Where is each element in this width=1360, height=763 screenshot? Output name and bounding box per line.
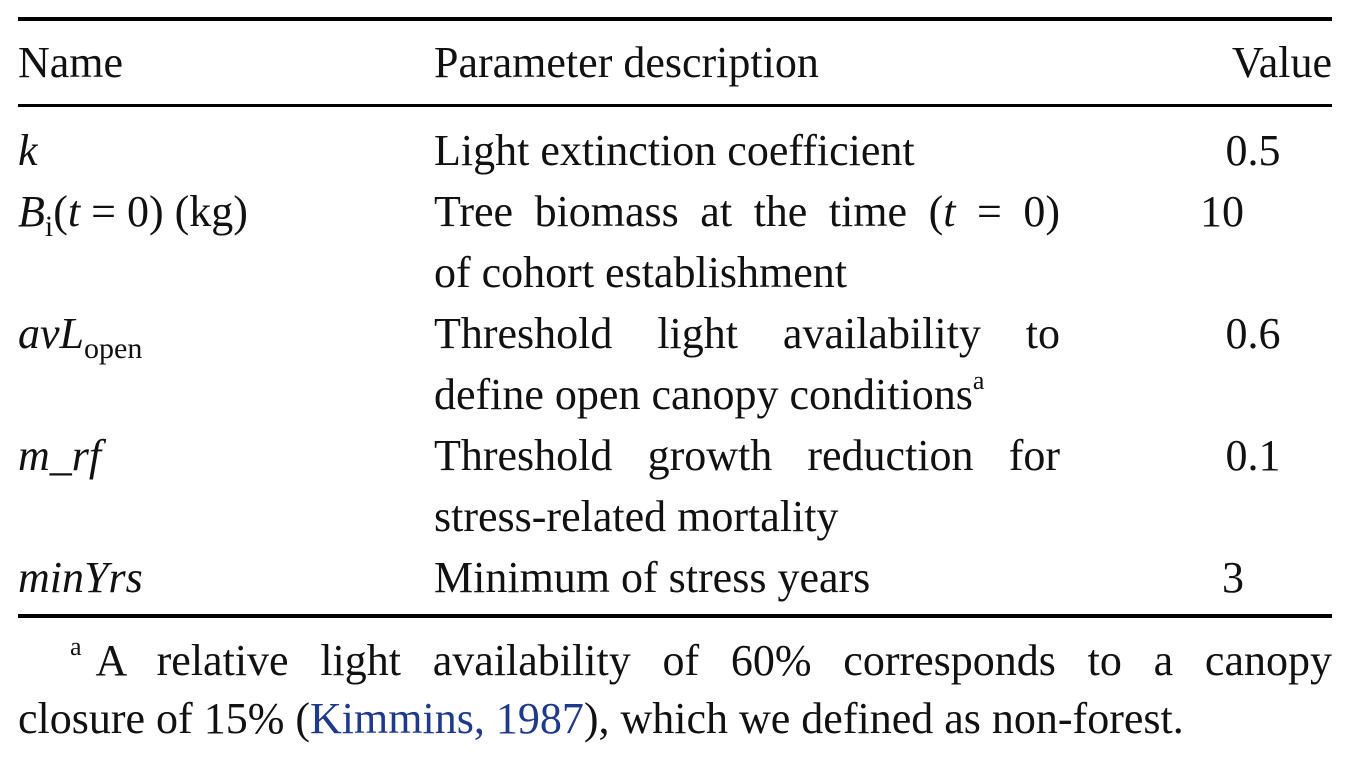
row-growth-reduction-description-line1: Threshold growth reduction for	[434, 431, 1060, 480]
footnote-mark: a	[70, 632, 82, 661]
row-open-light-footnote-mark: a	[972, 366, 985, 395]
row-initial-biomass-description-line1: Tree biomass at the time (t = 0)	[434, 181, 1060, 242]
row-initial-biomass-open-paren: (	[53, 187, 68, 236]
row-initial-biomass-description-text-a: Tree biomass at the time (	[434, 187, 944, 236]
row-k-value: 0.5	[1225, 126, 1281, 175]
row-initial-biomass-description-text-b: = 0)	[955, 187, 1060, 236]
header-name: Name	[18, 38, 124, 87]
citation-link[interactable]: Kimmins, 1987	[310, 694, 584, 743]
footnote-line2-after: ), which we defined as non-forest.	[583, 694, 1184, 743]
footnote-line2-before: closure of 15% (	[18, 694, 311, 743]
row-initial-biomass-description-time-symbol: t	[943, 187, 956, 236]
row-open-light-subscript: open	[84, 332, 143, 365]
table-footnote: a A relative light availability of 60% co…	[18, 632, 1332, 748]
row-open-light-value: 0.6	[1225, 309, 1281, 358]
row-open-light-description-line1: Threshold light availability to	[434, 309, 1060, 358]
row-initial-biomass-name: Bi(t = 0) (kg)	[18, 181, 248, 242]
row-initial-biomass-rest: = 0) (kg)	[80, 187, 248, 236]
table-bottom-rule	[18, 614, 1332, 618]
footnote-line1-text: A relative light availability of 60% cor…	[95, 636, 1332, 685]
row-growth-reduction-name: m_rf	[18, 431, 102, 480]
row-min-years-description: Minimum of stress years	[434, 553, 871, 602]
row-initial-biomass-description: Tree biomass at the time (t = 0) of coho…	[434, 181, 1060, 303]
row-growth-reduction-value: 0.1	[1225, 431, 1281, 480]
row-initial-biomass-symbol: B	[18, 187, 45, 236]
row-k-name: k	[18, 126, 38, 175]
row-initial-biomass-time-symbol: t	[67, 187, 81, 236]
row-growth-reduction-description-line2: stress-related mortality	[434, 492, 839, 541]
row-min-years-name: minYrs	[18, 553, 143, 602]
row-k-description: Light extinction coefficient	[434, 126, 915, 175]
table-header-rule	[18, 104, 1332, 107]
footnote-line2: closure of 15% (Kimmins, 1987), which we…	[18, 690, 1332, 748]
footnote-line1: a A relative light availability of 60% co…	[18, 632, 1332, 690]
row-open-light-name: avLopen	[18, 303, 142, 364]
row-initial-biomass-subscript: i	[44, 210, 54, 243]
row-open-light-symbol: avL	[18, 309, 84, 358]
row-open-light-description-line2: define open canopy conditionsa	[434, 364, 1060, 425]
row-open-light-description-line2-text: define open canopy conditions	[434, 370, 973, 419]
row-initial-biomass-value: 10	[1200, 187, 1244, 236]
header-parameter-description: Parameter description	[434, 38, 819, 87]
row-min-years-value: 3	[1222, 553, 1244, 602]
row-open-light-description: Threshold light availability to define o…	[434, 303, 1060, 425]
header-value: Value	[1231, 38, 1332, 87]
row-initial-biomass-description-line2: of cohort establishment	[434, 248, 848, 297]
table-top-rule	[18, 17, 1332, 21]
row-growth-reduction-description: Threshold growth reduction for stress-re…	[434, 425, 1060, 547]
